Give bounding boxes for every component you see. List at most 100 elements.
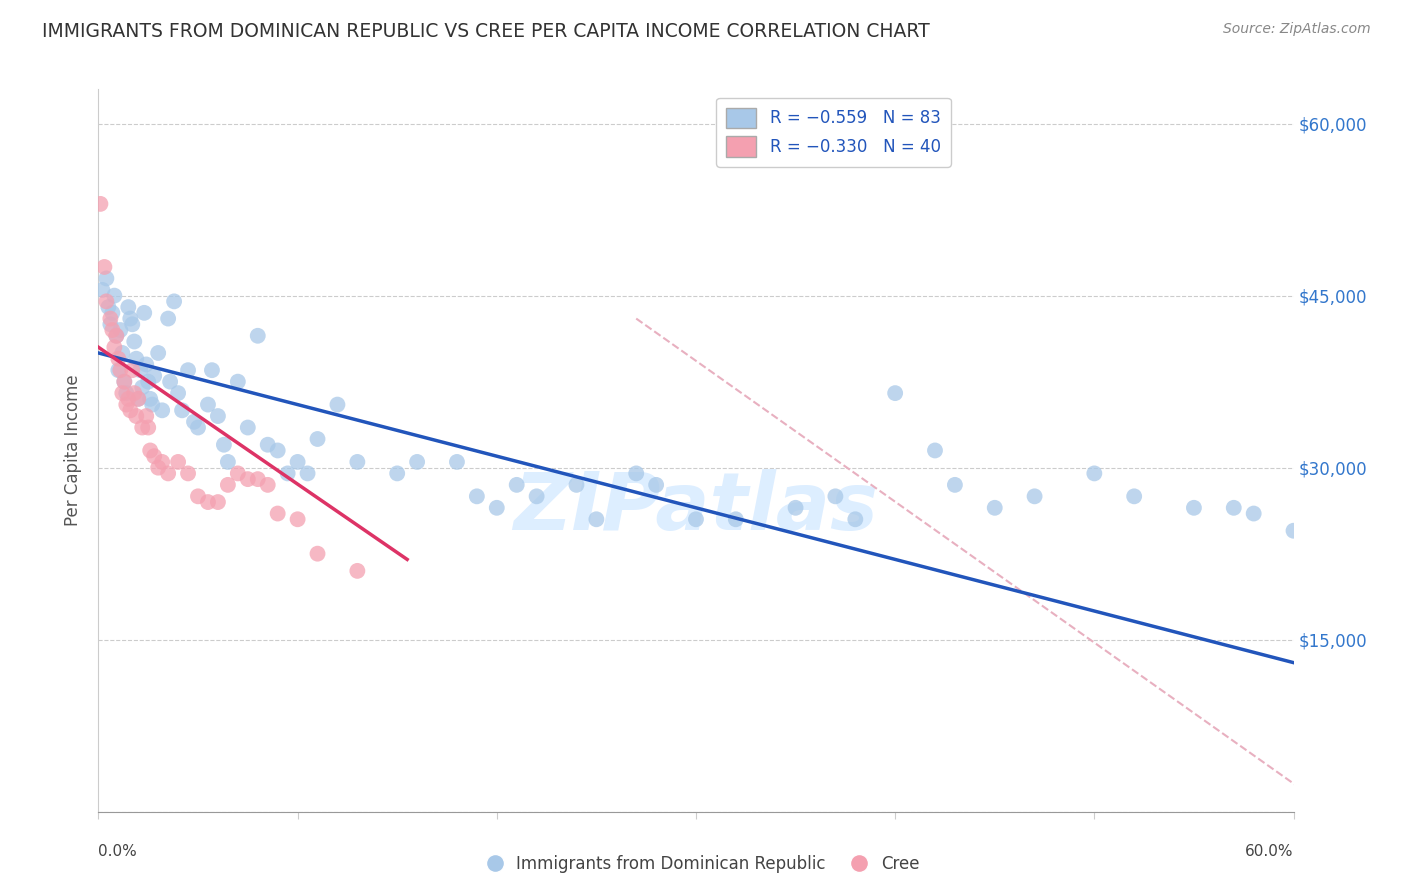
Point [217, 455, 239, 469]
Point [785, 500, 807, 515]
Point [105, 328, 128, 343]
Point [626, 467, 648, 481]
Point [136, 375, 159, 389]
Legend: R = −0.559   N = 83, R = −0.330   N = 40: R = −0.559 N = 83, R = −0.330 N = 40 [716, 97, 950, 167]
Legend: Immigrants from Dominican Republic, Cree: Immigrants from Dominican Republic, Cree [479, 848, 927, 880]
Point [127, 392, 149, 406]
Point [287, 512, 309, 526]
Point [685, 512, 707, 526]
Point [246, 472, 269, 486]
Point [107, 351, 129, 366]
Point [1024, 489, 1046, 503]
Point [135, 358, 157, 372]
Point [97, 300, 120, 314]
Point [1083, 467, 1105, 481]
Point [197, 495, 219, 509]
Point [115, 398, 138, 412]
Point [1182, 500, 1205, 515]
Point [96, 294, 118, 309]
Point [187, 489, 209, 503]
Point [565, 478, 588, 492]
Point [141, 398, 163, 412]
Point [1223, 500, 1246, 515]
Point [124, 334, 146, 349]
Point [256, 478, 278, 492]
Point [1282, 524, 1305, 538]
Point [98, 311, 122, 326]
Point [177, 467, 200, 481]
Point [406, 455, 429, 469]
Point [98, 318, 122, 332]
Point [172, 403, 194, 417]
Text: 60.0%: 60.0% [1246, 844, 1294, 859]
Y-axis label: Per Capita Income: Per Capita Income [65, 375, 83, 526]
Point [139, 443, 162, 458]
Point [117, 392, 139, 406]
Point [143, 449, 166, 463]
Point [134, 306, 156, 320]
Point [107, 363, 129, 377]
Point [346, 564, 368, 578]
Point [125, 409, 148, 423]
Point [101, 306, 124, 320]
Point [96, 271, 118, 285]
Point [129, 363, 152, 377]
Point [103, 340, 125, 354]
Point [346, 455, 368, 469]
Point [167, 386, 190, 401]
Text: ZIPatlas: ZIPatlas [513, 469, 879, 548]
Point [183, 415, 205, 429]
Point [267, 507, 290, 521]
Point [236, 472, 259, 486]
Point [526, 489, 548, 503]
Point [139, 392, 162, 406]
Point [385, 467, 409, 481]
Point [465, 489, 488, 503]
Point [127, 392, 149, 406]
Point [112, 375, 135, 389]
Point [121, 363, 143, 377]
Point [93, 260, 115, 274]
Point [148, 346, 170, 360]
Point [117, 300, 139, 314]
Point [207, 495, 229, 509]
Point [307, 547, 329, 561]
Point [167, 455, 190, 469]
Point [143, 368, 166, 383]
Point [115, 386, 138, 401]
Point [111, 346, 134, 360]
Point [150, 455, 173, 469]
Point [277, 467, 299, 481]
Text: Source: ZipAtlas.com: Source: ZipAtlas.com [1223, 22, 1371, 37]
Point [585, 512, 607, 526]
Point [844, 512, 866, 526]
Point [256, 438, 278, 452]
Point [201, 363, 224, 377]
Point [105, 328, 128, 343]
Point [177, 363, 200, 377]
Point [131, 380, 153, 394]
Point [135, 409, 157, 423]
Point [157, 467, 180, 481]
Point [187, 420, 209, 434]
Point [91, 283, 114, 297]
Point [212, 438, 235, 452]
Point [724, 512, 747, 526]
Point [287, 455, 309, 469]
Text: IMMIGRANTS FROM DOMINICAN REPUBLIC VS CREE PER CAPITA INCOME CORRELATION CHART: IMMIGRANTS FROM DOMINICAN REPUBLIC VS CR… [42, 22, 929, 41]
Point [217, 478, 239, 492]
Point [485, 500, 508, 515]
Point [121, 318, 143, 332]
Point [111, 386, 134, 401]
Point [136, 420, 159, 434]
Text: 0.0%: 0.0% [98, 844, 138, 859]
Point [150, 403, 173, 417]
Point [159, 375, 181, 389]
Point [163, 294, 186, 309]
Point [267, 443, 290, 458]
Point [884, 386, 907, 401]
Point [645, 478, 668, 492]
Point [110, 323, 132, 337]
Point [326, 398, 349, 412]
Point [112, 375, 135, 389]
